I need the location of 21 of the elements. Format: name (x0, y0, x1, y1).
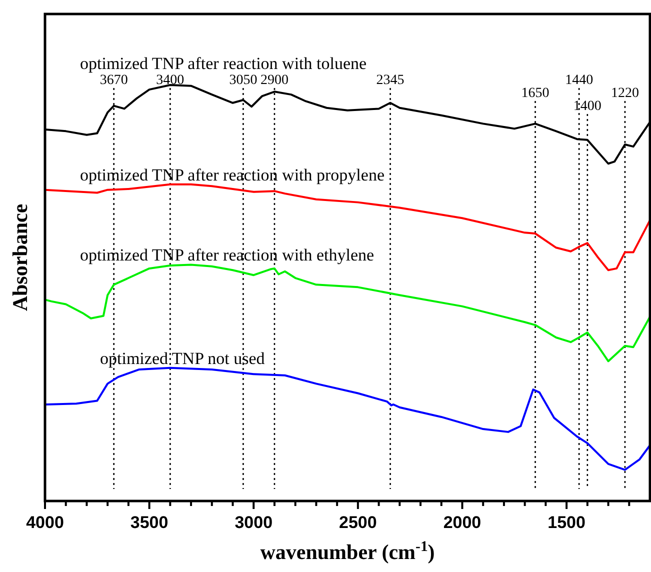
series-label: optimized TNP after reaction with ethylene (80, 246, 374, 265)
ref-line-label: 2900 (260, 73, 288, 88)
ref-line-label: 2345 (376, 73, 404, 88)
ref-line-label: 3400 (156, 73, 184, 88)
ref-line-label: 1440 (565, 73, 594, 88)
x-tick-label: 2500 (339, 513, 377, 532)
x-axis-title: wavenumber (cm$^{-1}$) (260, 539, 435, 564)
series-label: optimized TNP after reaction with propylene (80, 165, 384, 184)
x-tick-label: 4000 (26, 513, 64, 532)
ref-line-label: 1220 (610, 86, 639, 101)
x-tick-label: 2000 (443, 513, 482, 532)
ref-line-label: 3670 (100, 73, 128, 88)
y-axis-title: Absorbance (8, 204, 32, 312)
x-tick-label: 1500 (548, 513, 586, 532)
series-label: optimized TNP not used (100, 348, 266, 368)
ref-line-label: 1400 (573, 99, 602, 114)
ref-line-label: 3050 (229, 73, 258, 88)
series-label: optimized TNP after reaction with toluene (80, 54, 367, 73)
ref-line-label: 1650 (521, 86, 550, 101)
x-tick-label: 3000 (234, 513, 273, 532)
x-tick-label: 3500 (130, 513, 168, 532)
